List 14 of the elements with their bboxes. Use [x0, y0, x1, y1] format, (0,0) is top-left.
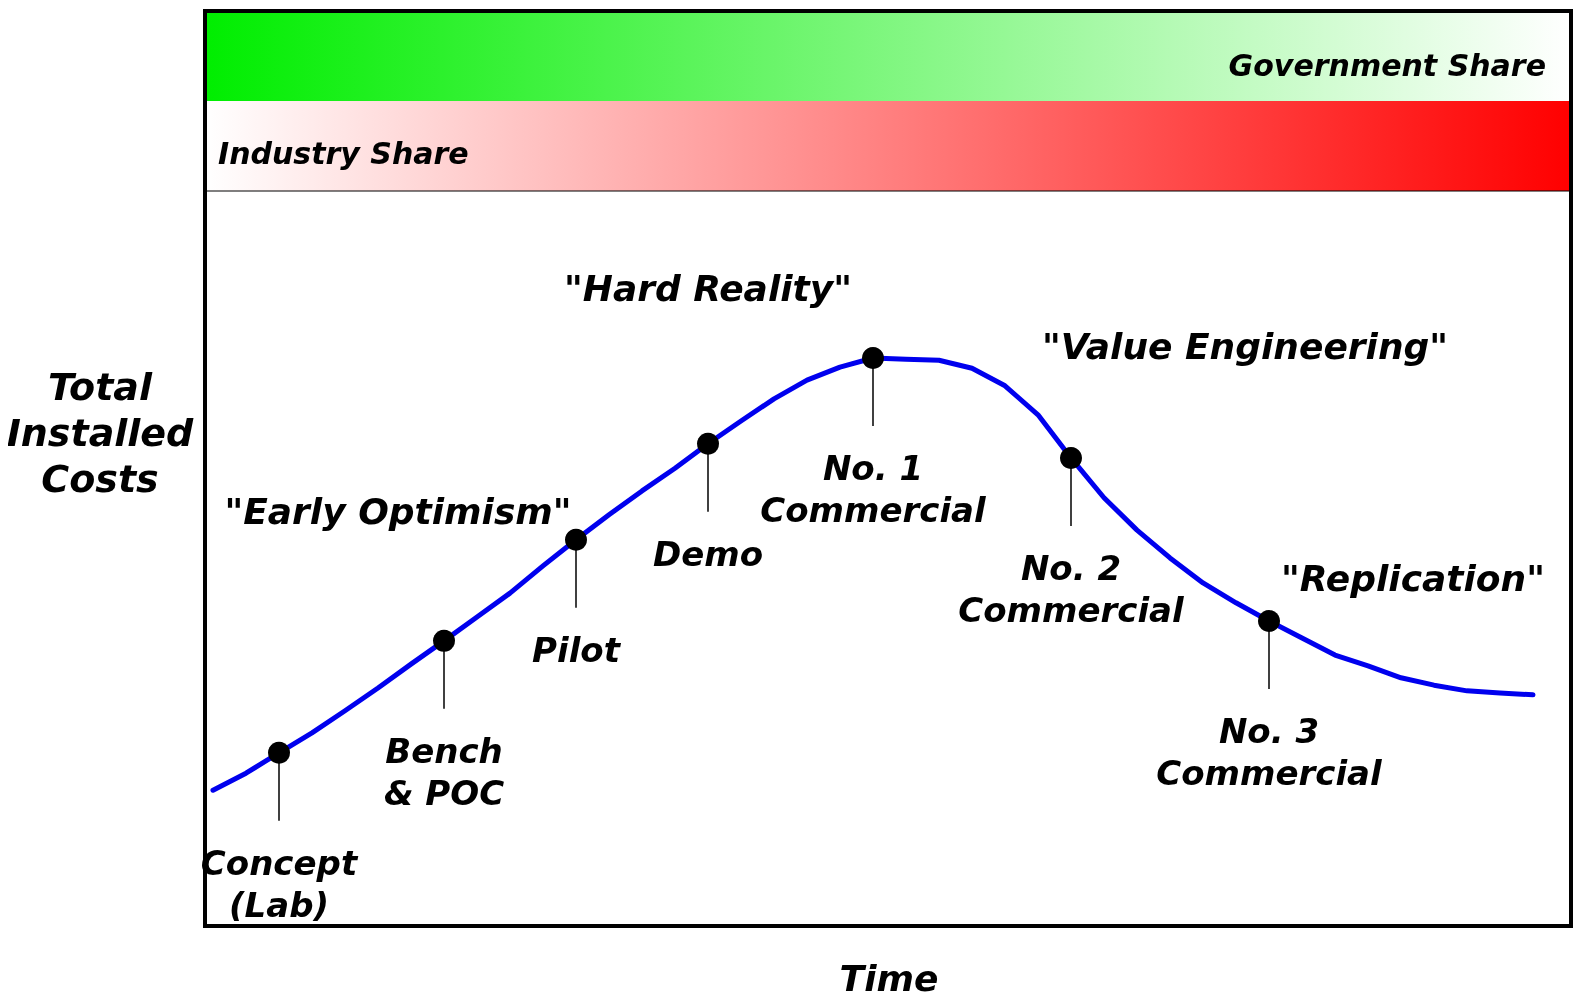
- annotation: Demo: [652, 533, 764, 574]
- annotation: "Early Optimism": [224, 490, 572, 532]
- annotation: "Replication": [1281, 557, 1545, 599]
- x-axis-title: Time: [839, 957, 939, 999]
- annotation: No. 3 Commercial: [1156, 710, 1384, 793]
- text: Government Share: [1228, 47, 1546, 83]
- annotation: No. 2 Commercial: [958, 547, 1186, 630]
- annotation: Pilot: [532, 629, 622, 670]
- y-axis-title: Total Installed Costs: [6, 365, 195, 501]
- text: "Hard Reality": [564, 267, 852, 309]
- annotation: No. 1 Commercial: [760, 447, 988, 530]
- text: Industry Share: [218, 135, 469, 171]
- annotation: Bench & POC: [383, 730, 505, 813]
- annotation: "Value Engineering": [1041, 325, 1449, 367]
